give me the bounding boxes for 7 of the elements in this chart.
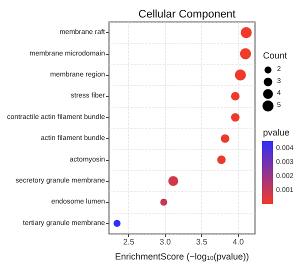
x-tick-label: 3.0 — [160, 238, 172, 246]
chart-title: Cellular Component — [138, 8, 236, 20]
color-bar-title: pvalue — [263, 128, 290, 138]
x-tick-label: 3.5 — [196, 238, 208, 246]
x-tick-label: 2.5 — [123, 238, 135, 246]
x-tick-label: 4.0 — [232, 238, 244, 246]
legend-title: Count — [263, 50, 288, 60]
